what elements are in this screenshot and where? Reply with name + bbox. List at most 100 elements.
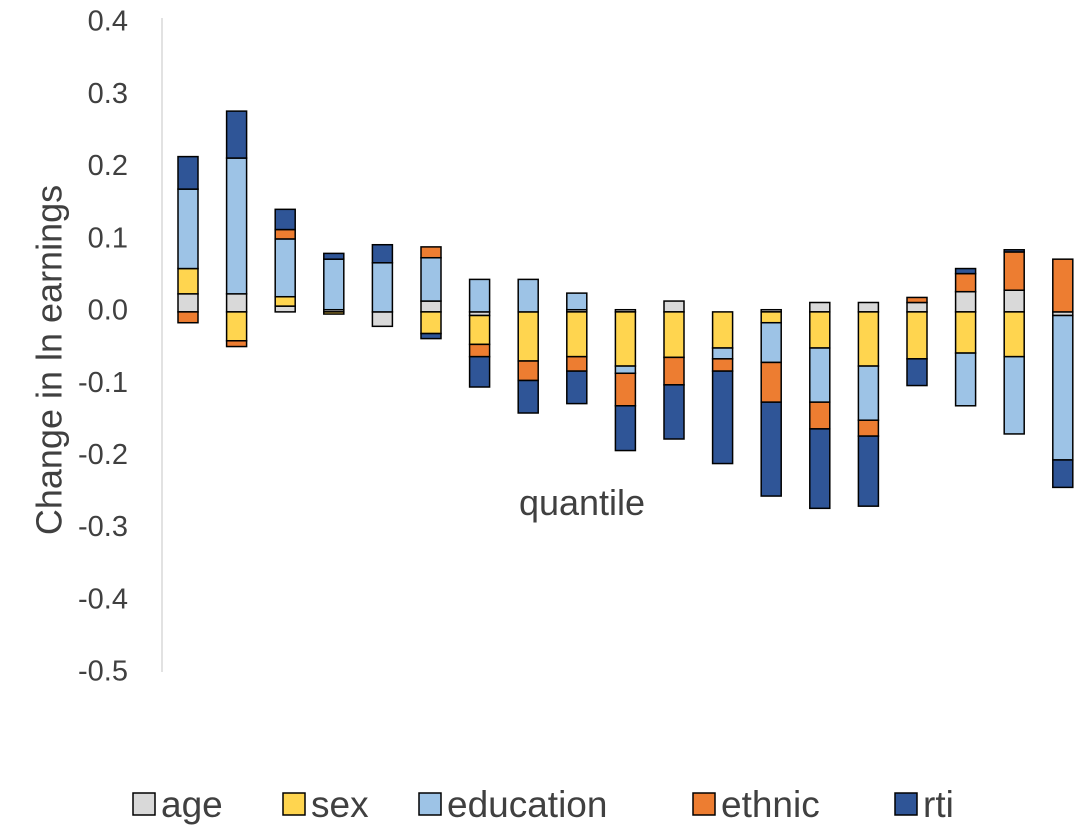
bar-segment-sex-13	[760, 311, 782, 324]
bar-segment-education-13	[760, 321, 782, 364]
bar-segment-ethnic-8	[517, 360, 539, 382]
legend-swatch-education	[418, 792, 442, 816]
bar-segment-rti-12	[711, 370, 734, 465]
bar-segment-education-2	[225, 157, 248, 295]
bar-segment-sex-11	[663, 311, 685, 359]
bar-segment-rti-18	[1003, 249, 1025, 253]
legend-label-age: age	[161, 784, 223, 825]
bar-segment-rti-2	[225, 110, 248, 159]
bar-segment-rti-5	[371, 243, 394, 264]
bar-segment-age-16	[906, 301, 928, 313]
bar-segment-rti-16	[906, 358, 928, 387]
y-tick-label: 0.1	[88, 222, 128, 254]
bar-segment-education-7	[468, 278, 491, 313]
bar-segment-rti-8	[517, 379, 539, 414]
bar-segment-ethnic-9	[566, 355, 588, 372]
y-tick-label: 0.4	[88, 6, 128, 38]
bar-segment-rti-3	[274, 208, 296, 231]
bar-segment-education-1	[177, 188, 199, 270]
y-tick-label: -0.3	[78, 511, 128, 543]
bar-segment-rti-11	[663, 384, 685, 440]
legend-swatch-ethnic	[692, 792, 716, 816]
bar-segment-sex-4	[323, 311, 345, 315]
y-tick-label: -0.4	[78, 583, 128, 615]
bar-segment-age-5	[371, 311, 394, 328]
bar-segment-sex-8	[517, 311, 539, 362]
y-tick-label: 0.0	[88, 295, 128, 327]
y-tick-label: -0.1	[78, 367, 128, 399]
bar-segment-rti-17	[954, 267, 977, 275]
bar-segment-rti-19	[1052, 459, 1074, 489]
bar-segment-age-15	[857, 301, 880, 313]
bar-segment-age-14	[809, 301, 831, 313]
bar-segment-education-12	[711, 347, 734, 360]
y-axis-tick-labels: 0.4 0.3 0.2 0.1 0.0 -0.1 -0.2 -0.3 -0.4 -0.5	[78, 6, 128, 688]
bar-segment-rti-9	[566, 370, 588, 405]
bar-segment-ethnic-3	[274, 228, 296, 240]
bar-segment-sex-15	[857, 311, 880, 367]
legend-label-education: education	[447, 784, 607, 825]
bar-segment-education-8	[517, 278, 539, 313]
bar-segment-ethnic-19	[1052, 258, 1074, 313]
legend: age sex education ethnic rti	[132, 784, 954, 825]
bar-segment-rti-4	[323, 252, 345, 260]
bar-segment-sex-14	[809, 311, 831, 349]
bar-segment-education-6	[420, 256, 442, 302]
bar-segment-education-5	[371, 262, 394, 313]
y-tick-label: 0.2	[88, 150, 128, 182]
bar-segment-sex-12	[711, 311, 734, 349]
bar-segment-ethnic-15	[857, 419, 880, 437]
bar-segment-age-3	[274, 305, 296, 313]
legend-label-rti: rti	[923, 784, 954, 825]
bar-segment-education-19	[1052, 314, 1074, 461]
bar-segment-sex-7	[468, 314, 491, 346]
y-tick-label: 0.3	[88, 78, 128, 110]
bar-segment-education-4	[323, 258, 345, 311]
bar-segment-age-6	[420, 300, 442, 313]
legend-swatch-rti	[894, 792, 918, 816]
bar-segment-rti-1	[177, 155, 199, 190]
legend-label-ethnic: ethnic	[721, 784, 820, 825]
bar-segment-sex-16	[906, 311, 928, 360]
bar-segment-education-3	[274, 238, 296, 298]
y-tick-label: -0.2	[78, 439, 128, 471]
bar-segment-ethnic-1	[177, 311, 199, 324]
bar-segment-rti-14	[809, 428, 831, 510]
bar-segment-education-17	[954, 352, 977, 407]
bar-segment-education-18	[1003, 355, 1025, 435]
bar-segment-sex-6	[420, 311, 442, 335]
bar-segment-age-11	[663, 300, 685, 313]
bar-segment-sex-10	[614, 311, 637, 367]
legend-label-sex: sex	[311, 784, 369, 825]
bar-segment-age-2	[225, 293, 248, 313]
bar-segment-education-15	[857, 365, 880, 421]
y-axis-title: Change in ln earnings	[29, 185, 70, 535]
bar-segment-ethnic-11	[663, 356, 685, 386]
bar-stacks	[177, 110, 1074, 510]
bar-segment-ethnic-16	[906, 296, 928, 304]
bar-segment-ethnic-2	[225, 340, 248, 348]
bar-segment-age-18	[1003, 289, 1025, 313]
bar-segment-ethnic-18	[1003, 251, 1025, 291]
bar-segment-ethnic-10	[614, 372, 637, 407]
bar-segment-rti-7	[468, 355, 491, 388]
bar-segment-education-14	[809, 347, 831, 403]
bar-segment-ethnic-7	[468, 343, 491, 358]
bar-segment-education-10	[614, 365, 637, 375]
bar-segment-ethnic-17	[954, 272, 977, 293]
bar-segment-ethnic-14	[809, 401, 831, 430]
bar-segment-ethnic-13	[760, 361, 782, 403]
bar-segment-rti-15	[857, 435, 880, 507]
bar-segment-ethnic-12	[711, 358, 734, 372]
bar-segment-age-1	[177, 293, 199, 313]
bar-segment-sex-1	[177, 267, 199, 295]
bar-segment-rti-10	[614, 405, 637, 452]
bar-segment-rti-6	[420, 332, 442, 340]
x-axis-title: quantile	[519, 482, 645, 523]
legend-swatch-sex	[282, 792, 306, 816]
bar-segment-ethnic-6	[420, 246, 442, 259]
bar-segment-age-17	[954, 290, 977, 313]
bar-segment-sex-18	[1003, 311, 1025, 358]
bar-segment-sex-2	[225, 311, 248, 342]
